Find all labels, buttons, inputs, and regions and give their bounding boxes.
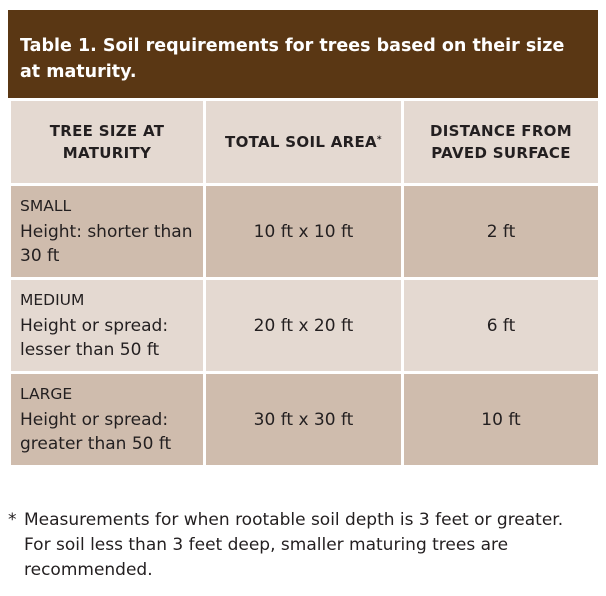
tree-size-description: Height: shorter than 30 ft <box>20 221 193 266</box>
tree-size-description: Height or spread: lesser than 50 ft <box>20 315 169 360</box>
table-title: Table 1. Soil requirements for trees bas… <box>20 36 565 82</box>
table-row: LARGE Height or spread: greater than 50 … <box>8 371 601 468</box>
tree-size-name: LARGE <box>20 384 73 403</box>
tree-size-name: MEDIUM <box>20 290 85 309</box>
tree-size-description: Height or spread: greater than 50 ft <box>20 409 172 454</box>
table-title-bar: Table 1. Soil requirements for trees bas… <box>8 10 598 98</box>
header-distance-label: DISTANCE FROM PAVED SURFACE <box>430 122 572 162</box>
footnote-mark: * <box>8 510 17 530</box>
footnote: * Measurements for when rootable soil de… <box>8 508 588 583</box>
soil-area-cell: 20 ft x 20 ft <box>203 277 404 374</box>
soil-requirements-table: TREE SIZE AT MATURITY TOTAL SOIL AREA* D… <box>8 98 601 468</box>
distance-cell: 2 ft <box>401 183 601 280</box>
tree-size-name: SMALL <box>20 196 72 215</box>
tree-size-cell: LARGE Height or spread: greater than 50 … <box>8 371 206 468</box>
header-soil-area-label: TOTAL SOIL AREA <box>225 133 377 151</box>
soil-area-cell: 10 ft x 10 ft <box>203 183 404 280</box>
header-soil-area-footnote-mark: * <box>376 135 382 145</box>
header-tree-size: TREE SIZE AT MATURITY <box>8 98 206 186</box>
distance-cell: 10 ft <box>401 371 601 468</box>
table-row: SMALL Height: shorter than 30 ft 10 ft x… <box>8 183 601 280</box>
distance-cell: 6 ft <box>401 277 601 374</box>
header-tree-size-label: TREE SIZE AT MATURITY <box>49 122 165 162</box>
header-distance: DISTANCE FROM PAVED SURFACE <box>401 98 601 186</box>
header-soil-area: TOTAL SOIL AREA* <box>203 98 404 186</box>
tree-size-cell: MEDIUM Height or spread: lesser than 50 … <box>8 277 206 374</box>
table-row: MEDIUM Height or spread: lesser than 50 … <box>8 277 601 374</box>
footnote-text: Measurements for when rootable soil dept… <box>24 510 564 580</box>
table-header-row: TREE SIZE AT MATURITY TOTAL SOIL AREA* D… <box>8 98 601 186</box>
tree-size-cell: SMALL Height: shorter than 30 ft <box>8 183 206 280</box>
soil-area-cell: 30 ft x 30 ft <box>203 371 404 468</box>
